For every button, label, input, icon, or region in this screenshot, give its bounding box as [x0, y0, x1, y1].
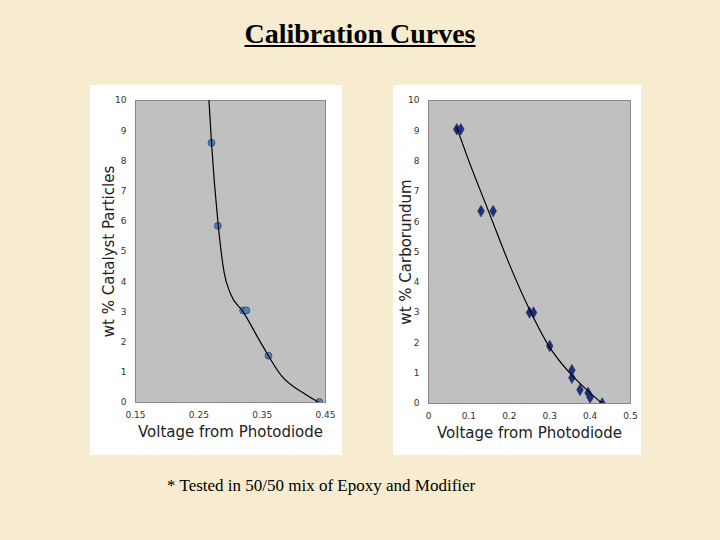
svg-text:1: 1 — [121, 367, 127, 377]
svg-text:0.15: 0.15 — [125, 410, 145, 420]
svg-text:10: 10 — [408, 95, 420, 105]
svg-text:7: 7 — [413, 186, 420, 197]
svg-text:Voltage from Photodiode: Voltage from Photodiode — [437, 424, 622, 442]
svg-text:8: 8 — [121, 156, 127, 166]
svg-text:0.4: 0.4 — [583, 411, 598, 421]
svg-text:0.5: 0.5 — [623, 411, 637, 421]
svg-text:0.25: 0.25 — [189, 410, 209, 420]
svg-text:5: 5 — [413, 246, 420, 257]
html-text:* Tested in 50/50 mix of Epoxy: * Tested in 50/50 mix of Epoxy and Modif… — [167, 476, 476, 495]
svg-text:2: 2 — [121, 337, 127, 347]
svg-text:wt % Carborundum: wt % Carborundum — [397, 179, 415, 324]
svg-text:2: 2 — [414, 338, 420, 348]
svg-text:9: 9 — [414, 126, 420, 136]
svg-text:5: 5 — [121, 246, 127, 256]
svg-text:Voltage from Photodiode: Voltage from Photodiode — [138, 423, 323, 441]
svg-text:wt % Catalyst Particles: wt % Catalyst Particles — [100, 166, 118, 338]
svg-text:0.1: 0.1 — [462, 411, 476, 421]
svg-text:8: 8 — [414, 156, 420, 166]
svg-text:6: 6 — [413, 216, 420, 227]
svg-text:0.35: 0.35 — [252, 410, 272, 420]
svg-text:0.2: 0.2 — [502, 411, 516, 421]
svg-text:1: 1 — [414, 368, 420, 378]
svg-text:0: 0 — [121, 397, 127, 407]
svg-text:10: 10 — [115, 95, 127, 105]
svg-text:3: 3 — [413, 307, 420, 318]
svg-text:0: 0 — [426, 411, 432, 421]
svg-text:0: 0 — [414, 398, 420, 408]
svg-text:6: 6 — [121, 216, 127, 226]
svg-text:0.45: 0.45 — [315, 410, 335, 420]
svg-text:7: 7 — [121, 186, 127, 196]
svg-text:0.3: 0.3 — [543, 411, 557, 421]
svg-text:9: 9 — [121, 126, 127, 136]
svg-text:3: 3 — [121, 307, 127, 317]
svg-text:4: 4 — [121, 277, 127, 287]
html-text:Calibration Curves: Calibration Curves — [244, 18, 476, 49]
svg-text:4: 4 — [413, 277, 420, 288]
